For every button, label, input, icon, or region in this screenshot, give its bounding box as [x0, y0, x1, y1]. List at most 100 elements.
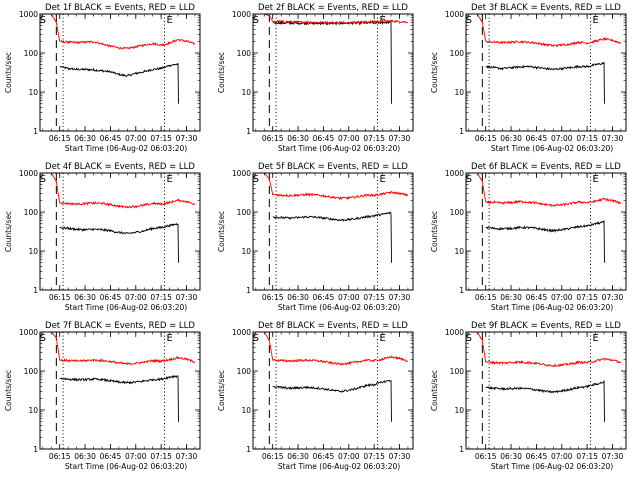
x-tick-label: 06:45: [313, 293, 335, 302]
x-tick-label: 06:30: [74, 293, 96, 302]
x-axis-label: Start Time (06-Aug-02 06:03:20): [278, 462, 400, 471]
x-tick-label: 07:30: [389, 134, 411, 143]
start-marker: S: [40, 174, 46, 185]
x-axis-label: Start Time (06-Aug-02 06:03:20): [278, 144, 400, 153]
x-tick-label: 06:45: [526, 134, 548, 143]
start-marker: S: [466, 15, 472, 26]
start-marker: S: [40, 333, 46, 344]
x-tick-label: 06:30: [500, 293, 522, 302]
y-tick-label: 100: [450, 208, 465, 217]
x-tick-label: 07:00: [338, 452, 360, 461]
x-tick-label: 06:15: [475, 293, 497, 302]
y-tick-label: 100: [237, 49, 252, 58]
y-tick-label: 100: [237, 208, 252, 217]
plot-frame: [465, 172, 627, 291]
y-tick-label: 1: [246, 286, 251, 295]
series-lld-line: [264, 14, 409, 25]
x-axis-label: Start Time (06-Aug-02 06:03:20): [491, 462, 613, 471]
panel-det-5f: Det 5f BLACK = Events, RED = LLD Counts/s…: [217, 162, 414, 312]
x-tick-label: 06:45: [313, 134, 335, 143]
series-lld-line: [263, 332, 409, 366]
panel-title: Det 4f BLACK = Events, RED = LLD: [45, 162, 195, 172]
x-tick-label: 06:30: [500, 134, 522, 143]
series-lld-line: [476, 332, 622, 368]
x-tick-label: 07:15: [363, 134, 385, 143]
start-marker: S: [253, 333, 259, 344]
x-tick-label: 06:45: [526, 293, 548, 302]
x-tick-label: 07:30: [176, 134, 198, 143]
series-events-line: [485, 379, 605, 422]
end-marker: E: [167, 333, 173, 344]
y-axis-label: Counts/sec: [430, 52, 439, 93]
y-tick-label: 1000: [19, 328, 38, 337]
plot-frame: [252, 172, 414, 291]
series-lld-line: [476, 14, 622, 48]
end-marker: E: [380, 333, 386, 344]
panel-det-8f: Det 8f BLACK = Events, RED = LLD Counts/s…: [217, 321, 414, 471]
panel-det-3f: Det 3f BLACK = Events, RED = LLD Counts/s…: [430, 3, 627, 153]
y-tick-label: 10: [241, 406, 251, 415]
x-tick-label: 07:00: [551, 134, 573, 143]
panel-det-4f: Det 4f BLACK = Events, RED = LLD Counts/s…: [4, 162, 201, 312]
x-tick-label: 07:00: [125, 452, 147, 461]
y-axis-label: Counts/sec: [4, 370, 13, 411]
y-axis-label: Counts/sec: [4, 52, 13, 93]
start-marker: S: [466, 333, 472, 344]
start-marker: S: [253, 174, 259, 185]
y-axis-label: Counts/sec: [217, 52, 226, 93]
end-marker: E: [593, 333, 599, 344]
y-tick-label: 10: [454, 88, 464, 97]
y-tick-label: 1: [459, 445, 464, 454]
y-tick-label: 1000: [445, 328, 464, 337]
panel-title: Det 9f BLACK = Events, RED = LLD: [471, 321, 621, 331]
y-axis-label: Counts/sec: [217, 370, 226, 411]
end-marker: E: [167, 15, 173, 26]
y-tick-label: 1: [33, 286, 38, 295]
series-events-line: [59, 374, 179, 422]
x-tick-label: 07:00: [551, 452, 573, 461]
y-tick-label: 1000: [232, 169, 251, 178]
x-tick-label: 06:15: [262, 452, 284, 461]
x-tick-label: 07:00: [551, 293, 573, 302]
x-tick-label: 07:15: [363, 293, 385, 302]
x-tick-label: 06:15: [49, 134, 71, 143]
y-tick-label: 1000: [445, 10, 464, 19]
x-tick-label: 07:00: [338, 134, 360, 143]
y-tick-label: 10: [241, 247, 251, 256]
y-tick-label: 10: [454, 406, 464, 415]
panel-det-1f: Det 1f BLACK = Events, RED = LLD Counts/s…: [4, 3, 201, 153]
panel-title: Det 7f BLACK = Events, RED = LLD: [45, 321, 195, 331]
x-tick-label: 07:30: [602, 452, 624, 461]
start-marker: S: [466, 174, 472, 185]
series-lld-line: [50, 14, 195, 50]
x-tick-label: 07:30: [602, 293, 624, 302]
y-tick-label: 1: [459, 286, 464, 295]
series-events-line: [272, 379, 392, 422]
x-tick-label: 06:30: [287, 293, 309, 302]
plot-frame: [39, 172, 201, 291]
end-marker: E: [593, 15, 599, 26]
end-marker: E: [593, 174, 599, 185]
x-tick-label: 07:15: [150, 452, 172, 461]
start-marker: S: [253, 15, 259, 26]
x-tick-label: 07:00: [338, 293, 360, 302]
plot-frame: [39, 331, 201, 450]
x-tick-label: 07:00: [125, 293, 147, 302]
y-tick-label: 100: [237, 367, 252, 376]
y-tick-label: 1000: [232, 328, 251, 337]
panel-det-9f: Det 9f BLACK = Events, RED = LLD Counts/s…: [430, 321, 627, 471]
x-axis-label: Start Time (06-Aug-02 06:03:20): [65, 144, 187, 153]
panel-title: Det 1f BLACK = Events, RED = LLD: [45, 3, 195, 13]
end-marker: E: [167, 174, 173, 185]
x-tick-label: 06:15: [49, 293, 71, 302]
x-tick-label: 06:30: [287, 452, 309, 461]
y-axis-label: Counts/sec: [4, 211, 13, 252]
x-tick-label: 06:30: [74, 452, 96, 461]
y-tick-label: 1: [33, 127, 38, 136]
x-tick-label: 07:15: [150, 134, 172, 143]
y-tick-label: 1: [33, 445, 38, 454]
panel-det-6f: Det 6f BLACK = Events, RED = LLD Counts/s…: [430, 162, 627, 312]
series-events-line: [485, 219, 605, 263]
